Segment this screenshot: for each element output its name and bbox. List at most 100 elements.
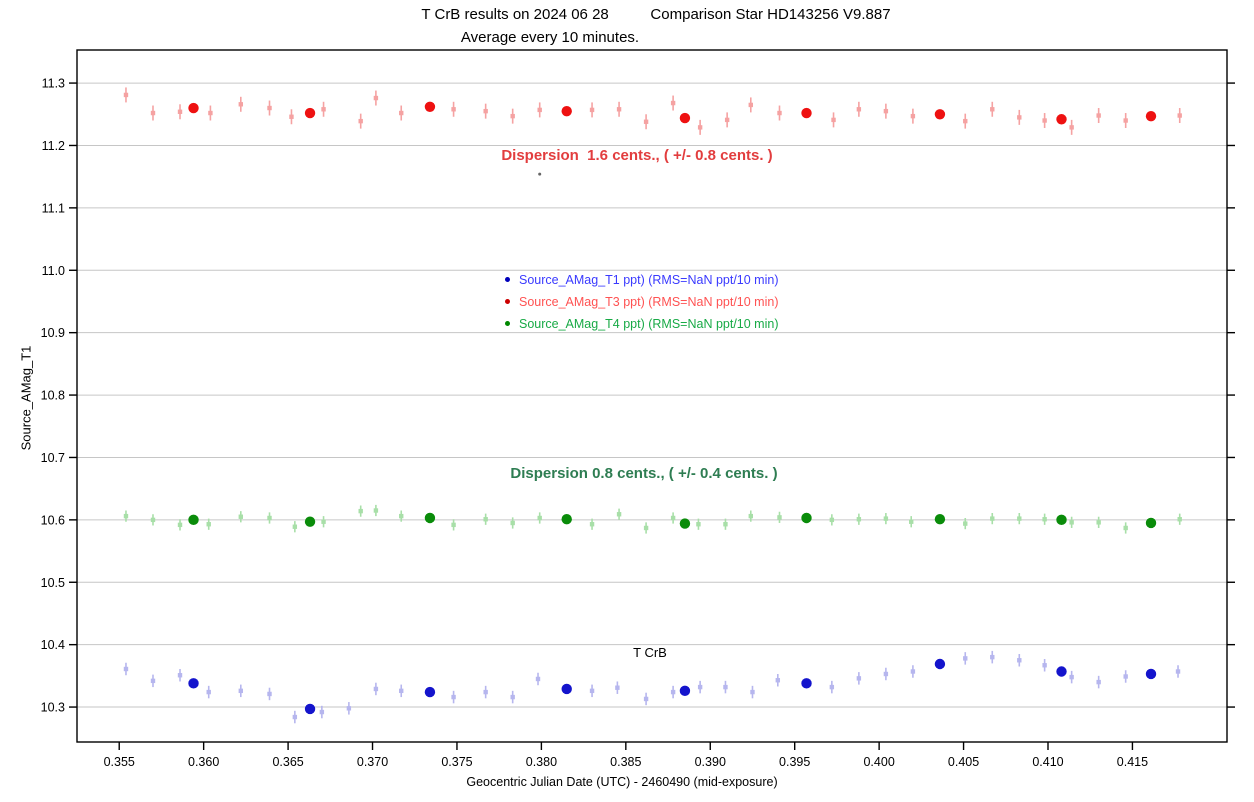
T4-individual-point — [358, 508, 363, 514]
T3-individual-point — [963, 118, 968, 124]
T3-individual-point — [1096, 113, 1101, 118]
T3-individual-point — [748, 102, 753, 108]
y-tick-label: 11.3 — [42, 77, 65, 91]
T1-individual-point — [829, 684, 835, 690]
T3-average-point — [304, 107, 316, 119]
T1-individual-point — [238, 688, 244, 694]
T1-individual-point — [510, 694, 515, 700]
T3-individual-point — [589, 107, 595, 113]
T4-individual-point — [723, 522, 728, 527]
legend-item-t3: Source_AMag_T3 ppt) (RMS=NaN ppt/10 min) — [505, 294, 779, 309]
T4-individual-point — [589, 522, 595, 527]
legend-item-t4: Source_AMag_T4 ppt) (RMS=NaN ppt/10 min) — [505, 316, 779, 331]
T4-individual-point — [1042, 517, 1047, 522]
T3-individual-point — [123, 92, 129, 98]
dispersion-annotation-t3: Dispersion 1.6 cents., ( +/- 0.8 cents. … — [501, 147, 773, 164]
T4-individual-point — [643, 525, 649, 531]
T4-individual-point — [1177, 517, 1182, 522]
T4-individual-point — [321, 519, 326, 524]
T4-average-point — [188, 514, 199, 526]
T3-average-point — [679, 112, 691, 124]
T3-individual-point — [150, 110, 156, 116]
T1-individual-point — [177, 673, 183, 678]
T4-individual-point — [748, 513, 753, 519]
legend-item-label-t1: Source_AMag_T1 ppt) (RMS=NaN ppt/10 min) — [519, 272, 779, 287]
T1-individual-point — [643, 696, 649, 702]
T3-individual-point — [373, 95, 379, 101]
T1-individual-point — [123, 666, 129, 672]
T1-individual-point — [589, 688, 595, 694]
T3-individual-point — [267, 105, 272, 111]
T4-individual-point — [292, 524, 298, 529]
T1-average-point — [304, 703, 316, 715]
T1-average-point — [1145, 668, 1157, 680]
x-tick-label: 0.380 — [526, 755, 557, 769]
y-tick-label: 10.5 — [41, 576, 65, 590]
x-tick-label: 0.395 — [779, 755, 810, 769]
T3-individual-point — [177, 109, 183, 114]
legend-item-label-t3: Source_AMag_T3 ppt) (RMS=NaN ppt/10 min) — [519, 294, 779, 309]
T3-individual-point — [208, 110, 213, 116]
x-tick-label: 0.365 — [272, 755, 303, 769]
T3-individual-point — [451, 107, 456, 112]
legend-item-t1: Source_AMag_T1 ppt) (RMS=NaN ppt/10 min) — [505, 272, 779, 287]
T1-individual-point — [1042, 663, 1047, 668]
T4-average-point — [304, 516, 316, 527]
T4-average-point — [934, 514, 946, 525]
T4-individual-point — [399, 513, 404, 519]
T4-average-point — [1145, 517, 1157, 529]
T4-individual-point — [1017, 516, 1022, 521]
chart-title-line1: T CrB results on 2024 06 28 Comparison S… — [421, 6, 891, 23]
T3-individual-point — [616, 107, 622, 112]
T3-individual-point — [883, 108, 889, 114]
T1-individual-point — [319, 709, 325, 715]
x-tick-label: 0.370 — [357, 755, 388, 769]
T4-individual-point — [150, 517, 156, 523]
T3-average-point — [1056, 114, 1067, 125]
T4-average-point — [801, 512, 812, 524]
T3-individual-point — [1042, 118, 1047, 123]
T3-individual-point — [643, 119, 649, 124]
T3-individual-point — [856, 107, 862, 112]
T3-individual-point — [1177, 113, 1182, 118]
T4-individual-point — [829, 517, 835, 523]
T1-individual-point — [373, 686, 379, 692]
T4-individual-point — [909, 519, 914, 524]
x-tick-label: 0.390 — [695, 755, 726, 769]
T4-individual-point — [451, 522, 456, 528]
T1-average-point — [424, 686, 436, 698]
T3-average-point — [801, 107, 812, 119]
T1-individual-point — [150, 678, 156, 684]
T1-average-point — [679, 685, 691, 697]
T1-individual-point — [615, 685, 620, 690]
T3-individual-point — [321, 107, 326, 112]
T4-individual-point — [177, 522, 183, 528]
T1-individual-point — [346, 706, 352, 711]
T1-individual-point — [1069, 674, 1074, 680]
T3-individual-point — [777, 110, 782, 116]
y-tick-label: 11.0 — [42, 264, 65, 278]
T1-individual-point — [1175, 669, 1181, 674]
T1-individual-point — [697, 684, 703, 690]
T1-individual-point — [206, 689, 211, 695]
T1-individual-point — [775, 678, 781, 683]
T1-individual-point — [1123, 674, 1128, 679]
T3-individual-point — [831, 117, 836, 123]
T3-individual-point — [670, 100, 676, 106]
T1-individual-point — [399, 688, 404, 694]
T1-individual-point — [723, 684, 728, 690]
T4-individual-point — [856, 517, 862, 522]
T4-average-point — [424, 512, 436, 524]
x-tick-label: 0.375 — [441, 755, 472, 769]
T1-individual-point — [883, 671, 889, 677]
T4-individual-point — [1123, 525, 1128, 531]
T4-individual-point — [238, 514, 244, 519]
legend-item-label-t4: Source_AMag_T4 ppt) (RMS=NaN ppt/10 min) — [519, 316, 779, 331]
T4-individual-point — [373, 508, 379, 513]
y-axis-title: Source_AMag_T1 — [18, 345, 34, 451]
T1-individual-point — [670, 689, 676, 695]
y-tick-label: 10.8 — [41, 389, 65, 403]
y-tick-label: 10.9 — [41, 326, 65, 340]
